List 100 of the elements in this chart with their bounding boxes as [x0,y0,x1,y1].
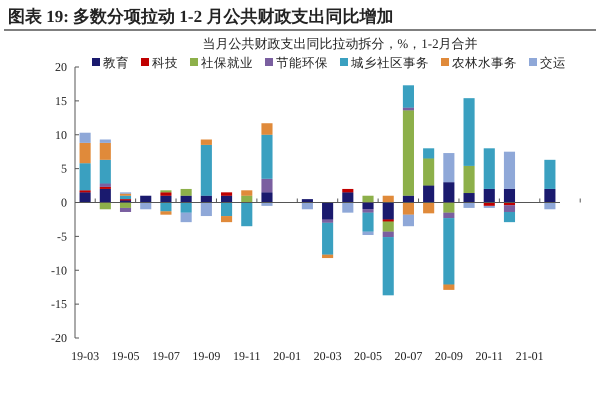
legend-label: 社保就业 [201,56,253,70]
bar [100,139,111,143]
legend-label: 教育 [103,55,129,70]
bar [484,188,495,202]
y-tick-label: -10 [51,263,67,278]
subtitle: 当月公共财政支出同比拉动拆分，%，1-2月合并 [202,36,478,51]
bar [382,237,394,296]
bar [140,196,152,202]
bar [402,196,414,202]
bar [362,202,374,210]
bar [362,232,374,236]
legend-label: 科技 [152,56,178,70]
bar [382,221,394,232]
bar [180,188,192,196]
y-tick-label: 15 [55,94,67,108]
bar [443,212,454,218]
bar [241,202,252,226]
x-tick-label: 19-09 [192,349,220,363]
bar [342,188,354,192]
bar [464,202,475,208]
y-tick-label: -20 [51,331,67,345]
bar [160,202,172,212]
bar [382,202,394,220]
bar [200,139,212,145]
bar [382,232,394,238]
bar [261,192,273,202]
bar [423,158,434,186]
bar [80,142,91,164]
bar [443,218,454,284]
bar [322,222,334,255]
bar [322,254,334,258]
bar [100,202,111,210]
bar [120,202,132,208]
bar [261,134,273,179]
bar [342,202,354,213]
bar [362,196,374,202]
y-tick-label: 20 [55,60,67,74]
bar [261,178,273,192]
x-tick-label: 20-03 [314,349,342,363]
bar [200,202,212,216]
bar [241,196,252,202]
bar [504,212,516,222]
bar [200,144,212,196]
y-tick-label: -15 [51,297,67,312]
bar [544,160,556,189]
legend-label: 城乡社区事务 [350,56,429,70]
x-tick-label: 19-11 [232,349,261,363]
bar [362,212,374,232]
x-tick-label: 19-05 [112,349,140,363]
bar [221,196,232,202]
x-tick-label: 20-01 [273,349,302,363]
bar [200,196,212,202]
bar [402,85,414,108]
bar [100,188,111,202]
x-tick-label: 19-03 [71,349,100,363]
bar [544,202,556,210]
bar [402,110,414,196]
bar [484,148,495,189]
bar [180,212,192,222]
bar [100,142,111,160]
x-tick-label: 20-09 [434,349,463,363]
bar [120,208,132,212]
legend-label: 节能环保 [276,56,328,70]
legend-label: 交运 [540,55,566,70]
bar [443,182,454,202]
bar [423,202,434,214]
bar [423,148,434,158]
bar [443,153,454,182]
bar [402,108,414,110]
bar [504,188,516,202]
title: 图表 19: 多数分项拉动 1-2 月公共财政支出同比增加 [8,7,394,26]
bar [464,166,475,194]
bar [402,214,414,226]
bar [80,132,91,143]
bar [120,196,132,200]
bar [464,193,475,202]
bar [504,152,516,189]
bar [423,186,434,202]
x-tick-label: 20-05 [354,349,382,363]
y-tick-label: -5 [57,229,67,244]
bar [342,192,354,202]
bar [544,188,556,202]
bar [100,184,111,187]
bar [261,123,273,135]
bar [484,202,495,206]
bar [100,160,111,184]
bar [241,190,252,196]
bar [221,202,232,216]
y-tick-label: 5 [61,162,67,176]
y-tick-label: 10 [55,128,67,142]
bar [302,202,313,210]
bar [221,216,232,222]
bar [322,219,334,223]
x-tick-label: 20-07 [394,349,422,363]
bar [382,196,394,202]
y-tick-label: 0 [61,196,67,210]
bar [464,98,475,166]
bar [140,202,152,210]
bar [80,192,91,202]
x-tick-label: 20-11 [475,349,504,363]
